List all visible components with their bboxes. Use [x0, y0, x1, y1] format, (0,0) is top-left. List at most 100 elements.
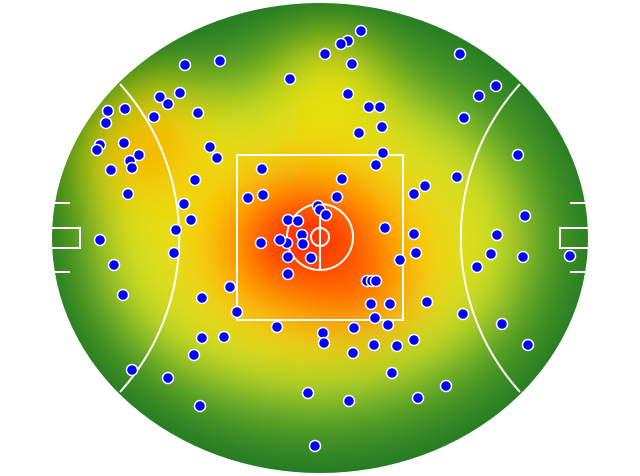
point: [334, 37, 348, 51]
point: [330, 190, 344, 204]
point: [516, 250, 530, 264]
point: [184, 213, 198, 227]
point: [101, 104, 115, 118]
point: [283, 72, 297, 86]
point: [378, 221, 392, 235]
point: [187, 348, 201, 362]
point: [319, 208, 333, 222]
point: [418, 179, 432, 193]
point: [188, 173, 202, 187]
point: [296, 237, 310, 251]
point: [456, 307, 470, 321]
point: [281, 267, 295, 281]
point: [342, 394, 356, 408]
point: [335, 172, 349, 186]
point: [409, 246, 423, 260]
point: [318, 47, 332, 61]
point: [489, 79, 503, 93]
point: [470, 260, 484, 274]
point: [116, 288, 130, 302]
point: [518, 209, 532, 223]
point: [203, 140, 217, 154]
point: [117, 136, 131, 150]
point: [407, 333, 421, 347]
point: [254, 236, 268, 250]
point: [367, 338, 381, 352]
point: [304, 251, 318, 265]
point: [118, 102, 132, 116]
point: [217, 330, 231, 344]
point: [270, 320, 284, 334]
point: [390, 339, 404, 353]
point: [453, 47, 467, 61]
point: [563, 249, 577, 263]
point: [273, 233, 287, 247]
shot-points: [90, 24, 577, 453]
point: [341, 87, 355, 101]
point: [177, 197, 191, 211]
point: [407, 187, 421, 201]
point: [193, 399, 207, 413]
point: [210, 151, 224, 165]
point: [195, 331, 209, 345]
point: [376, 146, 390, 160]
point: [107, 258, 121, 272]
point: [213, 54, 227, 68]
point: [490, 228, 504, 242]
point: [381, 318, 395, 332]
point: [362, 100, 376, 114]
point: [352, 126, 366, 140]
point: [369, 274, 383, 288]
point: [255, 162, 269, 176]
point: [104, 163, 118, 177]
point: [230, 305, 244, 319]
point: [125, 161, 139, 175]
point: [511, 148, 525, 162]
point: [178, 58, 192, 72]
point: [484, 247, 498, 261]
point: [99, 116, 113, 130]
point: [457, 111, 471, 125]
point: [161, 371, 175, 385]
point: [472, 89, 486, 103]
point: [195, 291, 209, 305]
field-lines: [52, 83, 588, 393]
point: [167, 246, 181, 260]
point: [411, 391, 425, 405]
point: [495, 317, 509, 331]
point: [450, 170, 464, 184]
point: [93, 233, 107, 247]
point: [223, 280, 237, 294]
point: [521, 338, 535, 352]
point: [347, 321, 361, 335]
point: [420, 295, 434, 309]
point: [354, 24, 368, 38]
point: [373, 100, 387, 114]
point: [308, 439, 322, 453]
point: [281, 250, 295, 264]
point: [169, 223, 183, 237]
point: [161, 97, 175, 111]
point: [364, 297, 378, 311]
point: [368, 311, 382, 325]
point: [385, 366, 399, 380]
point: [132, 148, 146, 162]
point: [121, 187, 135, 201]
point: [439, 379, 453, 393]
point: [383, 297, 397, 311]
point: [147, 110, 161, 124]
point: [407, 227, 421, 241]
point: [125, 363, 139, 377]
point: [256, 188, 270, 202]
point: [153, 90, 167, 104]
point: [346, 346, 360, 360]
point: [90, 143, 104, 157]
point: [173, 86, 187, 100]
point: [301, 386, 315, 400]
point: [317, 336, 331, 350]
point: [291, 214, 305, 228]
point: [375, 120, 389, 134]
point: [393, 253, 407, 267]
point: [369, 158, 383, 172]
